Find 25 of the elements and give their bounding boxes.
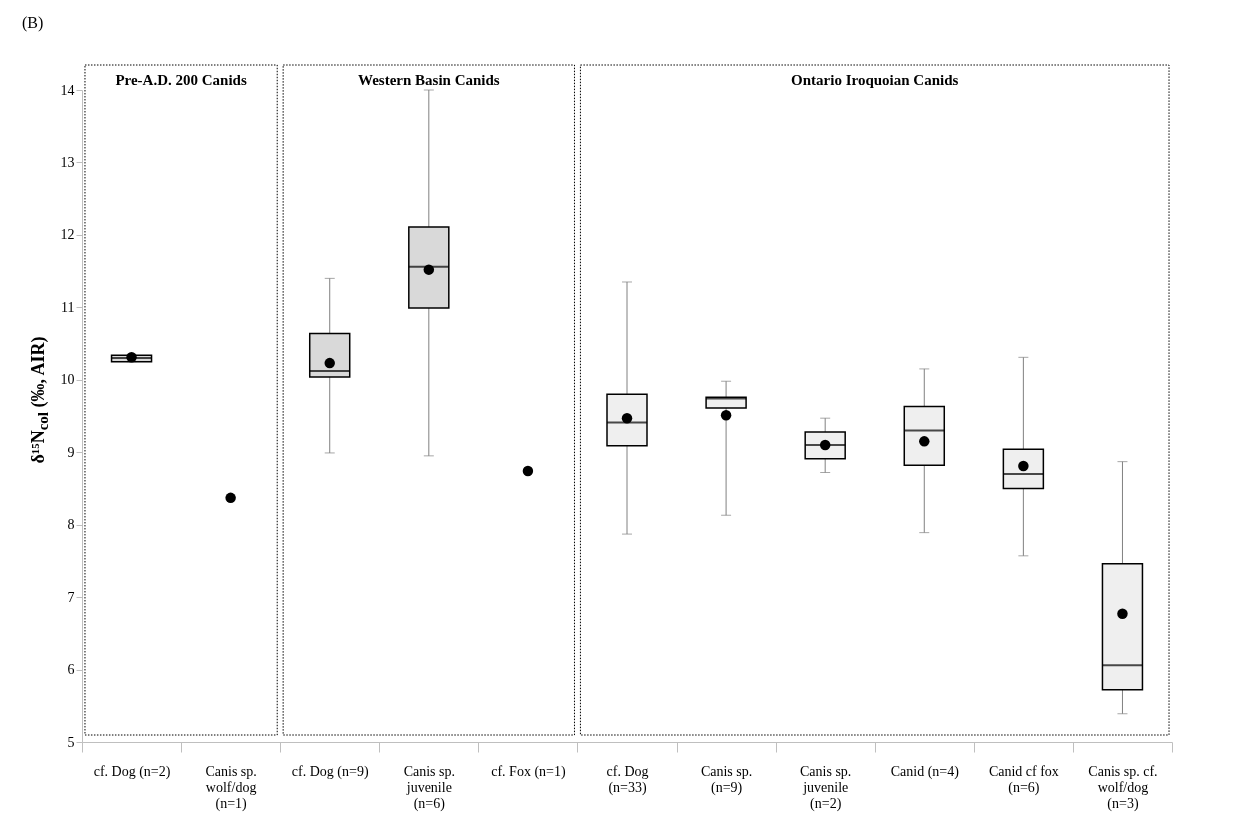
x-tick-label: Canis sp. wolf/dog (n=1): [205, 763, 257, 812]
y-tick-label: 7: [67, 589, 75, 605]
y-tick-label: 13: [60, 154, 75, 170]
band-label: Western Basin Canids: [357, 72, 500, 88]
band-label: Ontario Iroquoian Canids: [791, 72, 959, 88]
x-tick-label: cf. Dog (n=2): [93, 763, 171, 780]
x-tick-label: Canid (n=4): [890, 763, 960, 780]
x-tick-label: cf. Dog (n=33): [606, 763, 649, 796]
y-tick-label: 14: [60, 82, 75, 98]
y-tick-label: 6: [67, 662, 75, 678]
y-tick-label: 11: [61, 299, 75, 315]
x-tick-label: Canis sp. juvenile (n=6): [403, 763, 455, 812]
y-tick-label: 9: [67, 444, 75, 460]
y-tick-label: 12: [60, 227, 75, 243]
band-label: Pre-A.D. 200 Canids: [115, 72, 247, 88]
y-tick-label: 8: [67, 517, 75, 533]
x-tick-label: Canis sp. juvenile (n=2): [800, 763, 852, 812]
x-tick-label: cf. Dog (n=9): [291, 763, 369, 780]
y-tick-label: 10: [60, 372, 75, 388]
y-tick-label: 5: [67, 734, 75, 750]
x-tick-label: Canis sp. (n=9): [700, 763, 753, 796]
x-tick-label: Canis sp. cf. wolf/dog (n=3): [1088, 763, 1158, 812]
x-tick-label: cf. Fox (n=1): [491, 763, 566, 780]
text: (B): [22, 14, 44, 32]
x-tick-label: Canid cf fox (n=6): [988, 763, 1059, 796]
